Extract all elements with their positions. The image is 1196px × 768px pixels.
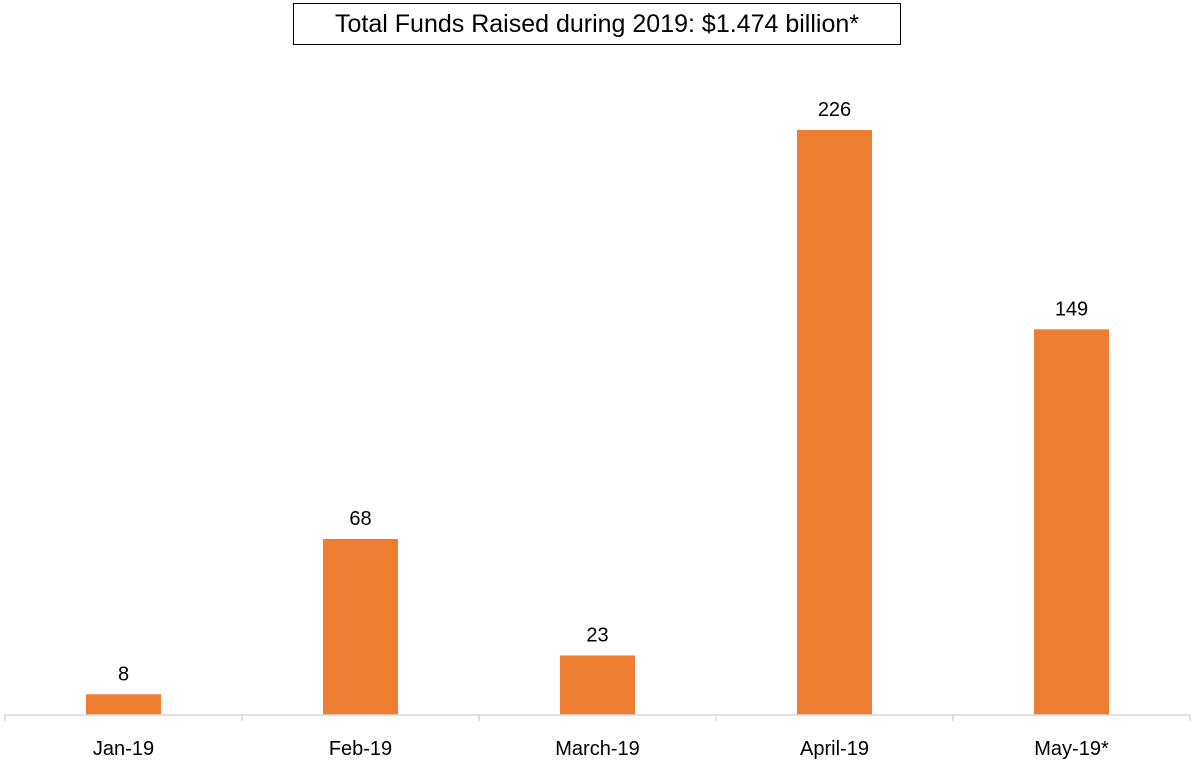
x-tick-label: March-19 [555,738,639,760]
data-labels-group: 8 68 23 226 149 [118,99,1088,685]
x-tick-label: Feb-19 [329,738,392,760]
bar-april-19 [797,130,872,715]
bars-group [86,130,1109,715]
bar-feb-19 [323,538,398,715]
x-tick-labels-group: Jan-19 Feb-19 March-19 April-19 May-19* [93,738,1109,760]
data-label: 23 [586,624,608,646]
data-label: 226 [818,99,851,121]
bar-jan-19 [86,694,161,715]
data-label: 149 [1055,298,1088,320]
x-tick-label: April-19 [800,738,869,760]
data-label: 8 [118,663,129,685]
x-tick-label: May-19* [1034,738,1109,760]
bar-may-19 [1034,329,1109,715]
x-tick-label: Jan-19 [93,738,154,760]
chart-title-box: Total Funds Raised during 2019: $1.474 b… [293,3,901,45]
chart-title: Total Funds Raised during 2019: $1.474 b… [335,9,859,38]
bar-march-19 [560,655,635,715]
x-axis [4,714,1191,721]
data-label: 68 [349,508,371,530]
